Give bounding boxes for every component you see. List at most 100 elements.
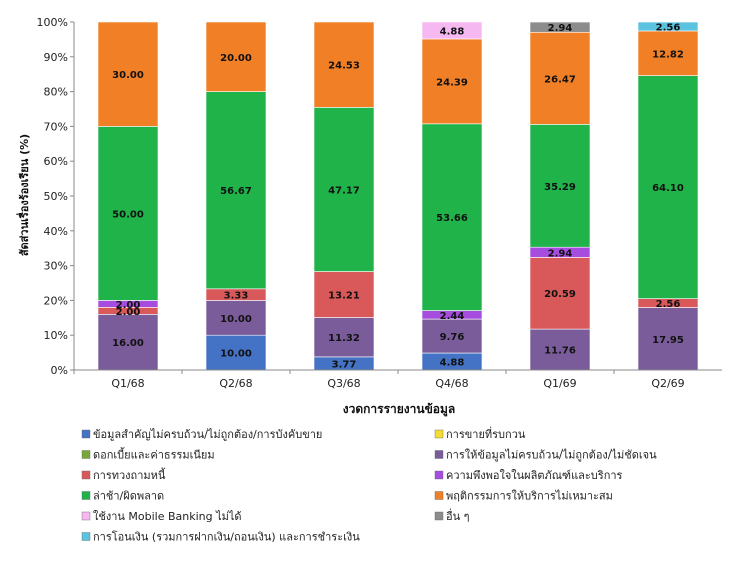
y-tick-label: 10% (44, 329, 68, 342)
bar-segment (529, 328, 591, 371)
y-tick-label: 60% (44, 155, 68, 168)
y-tick-label: 50% (44, 190, 68, 203)
legend-label: การให้ข้อมูลไม่ครบถ้วน/ไม่ถูกต้อง/ไม่ชัด… (446, 449, 657, 462)
data-label: 24.39 (436, 77, 468, 88)
bar-segment (313, 107, 375, 272)
y-axis-title: สัดส่วนเรื่องร้องเรียน (%) (16, 134, 31, 256)
data-label: 56.67 (220, 186, 252, 197)
legend-label: อื่น ๆ (446, 508, 470, 523)
data-label: 24.53 (328, 61, 360, 72)
data-label: 2.00 (116, 307, 141, 318)
data-label: 35.29 (544, 182, 576, 193)
bar-segment (637, 307, 699, 371)
legend-label: ล่าช้า/ผิดพลาด (93, 490, 164, 503)
legend-label: พฤติกรรมการให้บริการไม่เหมาะสม (446, 490, 613, 503)
x-tick-label: Q2/69 (651, 377, 684, 390)
legend-label: ดอกเบี้ยและค่าธรรมเนียม (93, 447, 215, 462)
data-label: 20.00 (220, 53, 252, 64)
x-tick-label: Q4/68 (435, 377, 468, 390)
data-label: 11.76 (544, 346, 576, 357)
legend-swatch (81, 450, 91, 459)
data-label: 3.33 (224, 291, 249, 302)
x-axis-title: งวดการรายงานข้อมูล (343, 402, 456, 417)
y-tick-label: 100% (37, 16, 68, 29)
legend-label: การขายที่รบกวน (446, 426, 526, 441)
data-label: 64.10 (652, 183, 684, 194)
data-label: 2.44 (440, 311, 465, 322)
bar-segment (421, 318, 483, 354)
bar-segment (205, 300, 267, 336)
data-label: 16.00 (112, 338, 144, 349)
data-label: 13.21 (328, 291, 360, 302)
bar-segment (97, 314, 159, 371)
data-label: 10.00 (220, 349, 252, 360)
bar-segment (97, 126, 159, 301)
legend-label: ข้อมูลสำคัญไม่ครบถ้วน/ไม่ถูกต้อง/การบังค… (93, 428, 322, 441)
y-tick-label: 30% (44, 260, 68, 273)
legend-swatch (434, 429, 444, 439)
y-tick-label: 20% (44, 294, 68, 307)
bar-segment (529, 257, 591, 330)
data-label: 30.00 (112, 70, 144, 81)
bar-segment (421, 123, 483, 311)
legend-label: ใช้งาน Mobile Banking ไม่ได้ (93, 510, 242, 523)
data-label: 9.76 (440, 332, 465, 343)
data-label: 20.59 (544, 289, 576, 300)
bars-layer: 16.00 2.002.00 50.00 30.00 10.00 10.00 3.33 56.… (97, 21, 699, 371)
bar-segment (205, 334, 267, 371)
data-label: 10.00 (220, 314, 252, 325)
legend-swatch (81, 470, 91, 480)
data-label: 11.32 (328, 333, 360, 344)
bar-segment (529, 21, 591, 33)
legend-swatch (434, 511, 444, 521)
y-tick-label: 40% (44, 225, 68, 238)
legend: ข้อมูลสำคัญไม่ครบถ้วน/ไม่ถูกต้อง/การบังค… (81, 426, 657, 544)
data-label: 50.00 (112, 209, 144, 220)
bar-segment (529, 31, 591, 125)
data-label: 53.66 (436, 213, 468, 224)
bar-segment (637, 21, 699, 32)
data-label: 2.56 (656, 22, 681, 33)
y-tick-label: 70% (44, 120, 68, 133)
bar-segment (637, 75, 699, 299)
legend-label: การโอนเงิน (รวมการฝากเงิน/ถอนเงิน) และกา… (93, 530, 360, 544)
bar-segment (421, 21, 483, 40)
legend-swatch (434, 470, 444, 480)
legend-swatch (81, 532, 91, 541)
data-label: 2.94 (548, 23, 573, 34)
bar-segment (421, 38, 483, 125)
x-tick-label: Q1/69 (543, 377, 576, 390)
bar-segment (313, 317, 375, 358)
bar-segment (529, 124, 591, 248)
x-tick-label: Q3/68 (327, 377, 360, 390)
legend-label: การทวงถามหนี้ (93, 467, 166, 482)
data-label: 2.56 (656, 299, 681, 310)
data-label: 2.00 (116, 300, 141, 311)
bar-segment (205, 91, 267, 290)
bar-segment (97, 21, 159, 127)
bar-segment (313, 21, 375, 108)
legend-swatch (81, 491, 91, 500)
data-label: 47.17 (328, 185, 360, 196)
y-tick-label: 0% (51, 364, 68, 377)
data-label: 26.47 (544, 74, 576, 85)
legend-swatch (434, 491, 444, 500)
legend-swatch (81, 511, 91, 521)
axes-layer: 0% 10% 20% 30% 40% 50% 60% 70% 80% 90% 100% Q1/68 Q2… (37, 16, 722, 390)
data-label: 3.77 (332, 359, 357, 370)
legend-label: ความพึงพอใจในผลิตภัณฑ์และบริการ (446, 469, 623, 482)
data-label: 17.95 (652, 335, 684, 346)
y-tick-label: 80% (44, 86, 68, 99)
bar-segment (205, 21, 267, 92)
data-label: 4.88 (440, 26, 465, 37)
legend-swatch (81, 429, 91, 439)
x-tick-label: Q2/68 (219, 377, 252, 390)
data-label: 4.88 (440, 358, 465, 369)
data-label: 2.94 (548, 248, 573, 259)
data-label: 12.82 (652, 49, 684, 60)
bar-segment (637, 30, 699, 76)
x-tick-label: Q1/68 (111, 377, 144, 390)
legend-swatch (434, 450, 444, 459)
y-tick-label: 90% (44, 51, 68, 64)
